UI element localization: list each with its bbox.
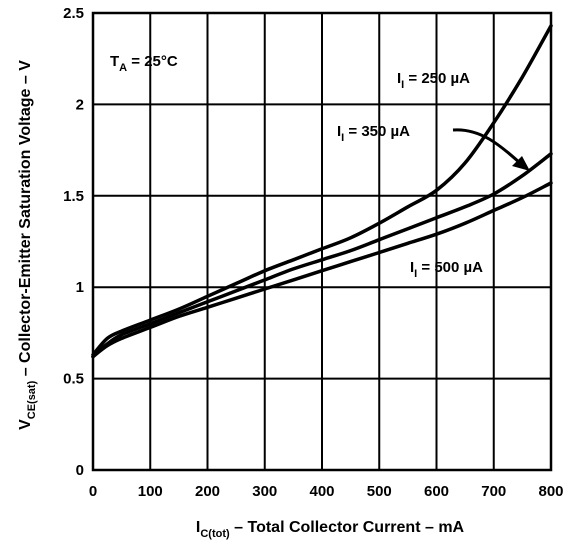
y-tick-label: 1.5 xyxy=(63,188,84,205)
x-tick-label: 500 xyxy=(367,483,392,500)
x-tick-label: 300 xyxy=(252,483,277,500)
series-line-250a xyxy=(91,24,553,357)
x-tick-label: 800 xyxy=(538,483,563,500)
y-tick-label: 0.5 xyxy=(63,371,84,388)
y-tick-label: 2.5 xyxy=(63,5,84,22)
pointer-arrow-line xyxy=(452,128,522,165)
x-tick-label: 0 xyxy=(89,483,97,500)
x-tick-label: 400 xyxy=(309,483,334,500)
grid-layer xyxy=(92,12,552,471)
pointer-arrowhead xyxy=(512,156,530,171)
series-line-350a xyxy=(91,152,553,359)
series-label-250ua: II = 250 µA xyxy=(397,70,470,91)
x-tick-label: 100 xyxy=(138,483,163,500)
y-tick-label: 1 xyxy=(76,279,84,296)
y-tick-label: 2 xyxy=(76,96,84,113)
curve-layer xyxy=(91,24,553,359)
series-line-500a xyxy=(91,181,553,359)
temperature-condition-label: TA = 25°C xyxy=(110,53,178,74)
x-axis-title: IC(tot) – Total Collector Current – mA xyxy=(196,519,465,540)
series-label-500ua: II = 500 µA xyxy=(410,259,483,280)
tick-labels: 0 100 200 300 400 500 600 700 800 0 0.5 1 1.5 2 2.5 xyxy=(63,5,563,500)
x-tick-label: 600 xyxy=(424,483,449,500)
y-tick-label: 0 xyxy=(76,462,84,479)
x-tick-label: 200 xyxy=(195,483,220,500)
x-tick-label: 700 xyxy=(481,483,506,500)
plot-frame xyxy=(91,11,553,472)
series-label-350ua: II = 350 µA xyxy=(337,123,410,144)
y-axis-title: VCE(sat) – Collector-Emitter Saturation … xyxy=(17,60,38,430)
